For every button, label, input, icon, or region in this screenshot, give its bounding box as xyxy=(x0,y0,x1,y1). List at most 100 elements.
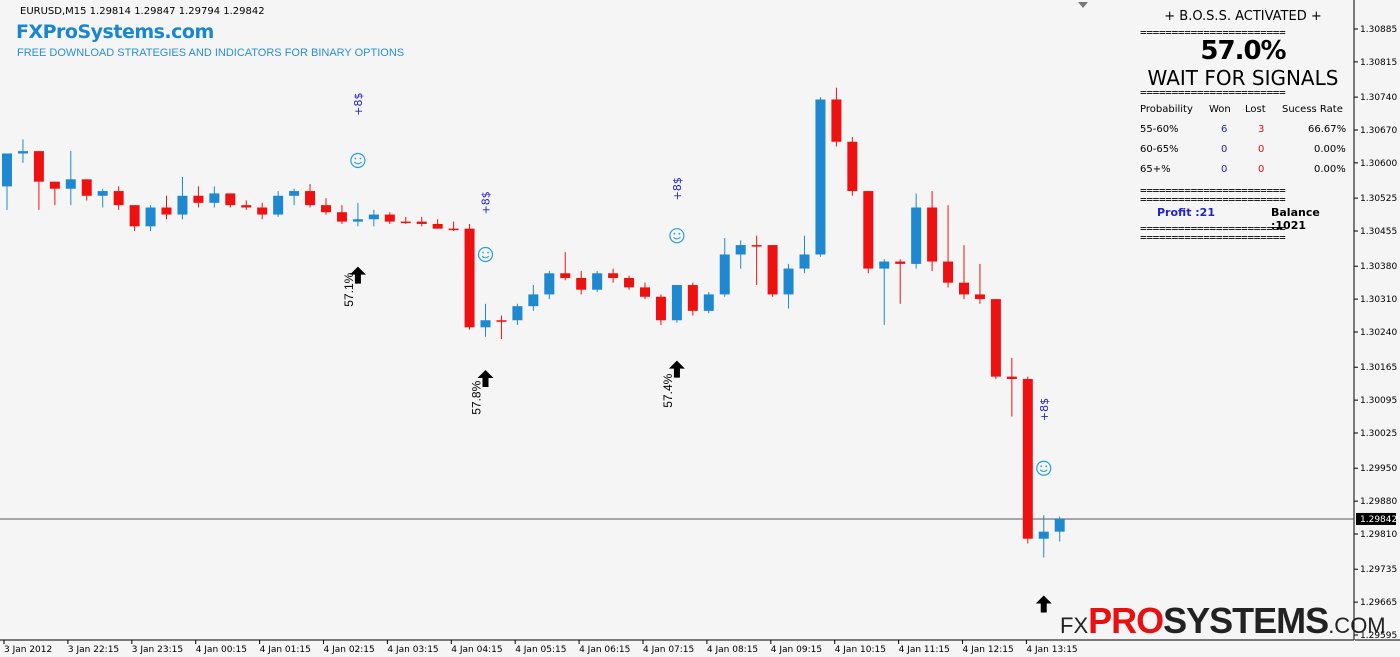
candle xyxy=(879,259,890,325)
candle xyxy=(225,193,236,208)
panel-separator: ======================= xyxy=(1140,193,1286,206)
smiley-eye xyxy=(354,157,357,160)
candle xyxy=(368,209,379,227)
smiley-eye xyxy=(359,157,362,160)
candle xyxy=(990,299,1001,379)
probability-label: 57.1% xyxy=(342,272,356,306)
stat-won: 0 xyxy=(1221,144,1228,155)
stat-lost: 0 xyxy=(1258,164,1265,175)
candle xyxy=(512,303,523,325)
x-tick-label: 3 Jan 2012 xyxy=(4,645,52,655)
candle xyxy=(911,193,922,269)
candle-body xyxy=(544,273,555,295)
x-tick-label: 4 Jan 10:15 xyxy=(835,645,886,655)
candle xyxy=(974,263,985,304)
y-tick-label: 1.30600 xyxy=(1360,159,1397,169)
candle xyxy=(17,139,28,163)
x-tick-label: 4 Jan 12:15 xyxy=(963,645,1014,655)
y-tick-label: 1.30455 xyxy=(1360,227,1397,237)
smiley-mouth xyxy=(354,161,362,165)
candle xyxy=(384,212,395,224)
profit-label: Profit :21 xyxy=(1157,206,1215,219)
balance-label: Balance :1021 xyxy=(1271,206,1320,232)
candle-body xyxy=(352,219,363,222)
candle xyxy=(305,184,316,208)
candle-body xyxy=(560,273,571,278)
candle-body xyxy=(193,195,204,203)
y-tick-label: 1.29950 xyxy=(1360,464,1397,474)
brand-title: FXProSystems.com xyxy=(16,21,214,43)
candle xyxy=(321,198,331,215)
candle xyxy=(863,191,874,274)
candle-body xyxy=(97,191,108,196)
candle xyxy=(416,216,427,227)
x-tick-label: 4 Jan 01:15 xyxy=(260,645,311,655)
stat-range: 55-60% xyxy=(1140,124,1179,135)
candle xyxy=(815,97,826,257)
smiley-mouth xyxy=(1039,469,1048,472)
y-tick-label: 1.29880 xyxy=(1360,497,1397,507)
smiley-face xyxy=(350,152,366,169)
chart-frame xyxy=(0,0,1400,641)
candle xyxy=(257,202,268,220)
candle xyxy=(847,137,858,196)
logo-systems: SYSTEMS xyxy=(1163,600,1329,641)
candle-body xyxy=(209,193,220,203)
candle xyxy=(671,285,682,323)
chart-shift-icon[interactable] xyxy=(1078,2,1088,8)
signals: 57.1% 57.8% 57.4% +8$ +8$ +8$ +8$ xyxy=(342,93,1052,613)
x-tick-label: 4 Jan 13:15 xyxy=(1026,645,1077,655)
candle xyxy=(560,252,571,281)
smiley-eye xyxy=(487,251,489,254)
y-tick-label: 1.29665 xyxy=(1360,598,1397,608)
candle xyxy=(480,303,491,337)
candle xyxy=(496,315,507,340)
panel-probability: 57.0% xyxy=(1200,36,1286,66)
candle xyxy=(719,238,730,297)
candle-body xyxy=(225,193,236,206)
smiley-eye xyxy=(1045,465,1048,468)
y-tick-label: 1.30525 xyxy=(1360,194,1397,204)
candle xyxy=(624,275,635,290)
candle xyxy=(113,186,124,210)
x-tick-label: 4 Jan 09:15 xyxy=(771,645,822,655)
candle xyxy=(528,285,539,311)
candle xyxy=(209,186,220,208)
col-header-lost: Lost xyxy=(1245,104,1266,115)
candle xyxy=(655,294,666,325)
panel-separator: ======================= xyxy=(1140,184,1286,197)
candle-body xyxy=(305,191,316,206)
x-tick-label: 4 Jan 06:15 xyxy=(579,645,630,655)
x-tick-label: 4 Jan 07:15 xyxy=(643,645,694,655)
stat-won: 0 xyxy=(1221,164,1228,175)
x-axis: 3 Jan 2012 3 Jan 22:15 3 Jan 23:15 4 Jan 00… xyxy=(3,640,1078,655)
candle-body xyxy=(911,207,922,264)
y-tick-label: 1.30885 xyxy=(1360,25,1397,35)
smiley-eye xyxy=(673,232,676,235)
smiley-face xyxy=(669,228,685,244)
current-price-label: 1.29842 xyxy=(1360,515,1397,525)
candle xyxy=(687,282,698,316)
candle-body xyxy=(432,223,443,229)
candle-body xyxy=(241,205,252,208)
candle-body xyxy=(2,153,12,187)
brand-tagline: FREE DOWNLOAD STRATEGIES AND INDICATORS … xyxy=(17,47,405,59)
stat-lost: 3 xyxy=(1258,124,1265,135)
y-tick-label: 1.29735 xyxy=(1360,565,1397,575)
candle-body xyxy=(1038,531,1049,539)
smiley-face xyxy=(477,246,494,263)
candle-body xyxy=(927,207,938,262)
x-tick-label: 4 Jan 08:15 xyxy=(707,645,758,655)
candle-body xyxy=(799,254,810,269)
panel-separator: ======================= xyxy=(1140,26,1286,39)
candle xyxy=(129,205,140,231)
y-axis: 1.30885 1.30815 1.30740 1.30670 1.30600 1.305… xyxy=(1354,25,1397,641)
candle xyxy=(751,235,762,286)
stat-rate: 0.00% xyxy=(1314,144,1346,155)
candle-body xyxy=(576,277,587,290)
candle xyxy=(799,235,810,274)
panel-title: + B.O.S.S. ACTIVATED + xyxy=(1164,9,1322,24)
y-tick-label: 1.29810 xyxy=(1360,530,1397,540)
col-header-probability: Probability xyxy=(1140,104,1193,115)
symbol-info: EURUSD,M15 1.29814 1.29847 1.29794 1.298… xyxy=(20,6,265,17)
